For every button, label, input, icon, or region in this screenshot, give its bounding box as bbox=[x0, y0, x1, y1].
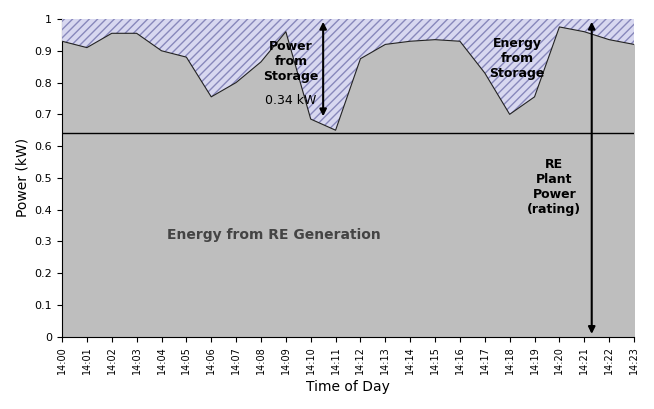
Text: Power
from
Storage: Power from Storage bbox=[263, 40, 318, 83]
Text: Energy from RE Generation: Energy from RE Generation bbox=[167, 228, 380, 242]
X-axis label: Time of Day: Time of Day bbox=[306, 380, 390, 394]
Text: 0.34 kW: 0.34 kW bbox=[265, 94, 317, 106]
Y-axis label: Power (kW): Power (kW) bbox=[15, 138, 29, 218]
Text: RE
Plant
Power
(rating): RE Plant Power (rating) bbox=[527, 158, 581, 216]
Text: Energy
from
Storage: Energy from Storage bbox=[489, 37, 545, 80]
